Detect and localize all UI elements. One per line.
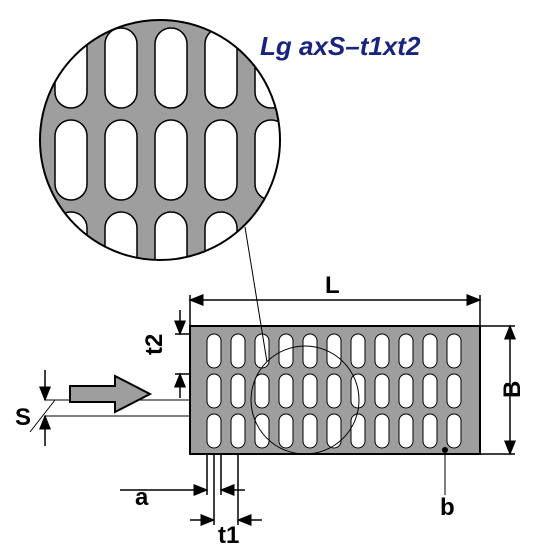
dimension-l: L [190,272,480,326]
svg-text:B: B [499,381,526,398]
dimension-b: B [480,326,526,454]
dimension-s: S [15,370,55,446]
svg-text:t1: t1 [218,522,239,549]
perforated-sheet [190,326,480,454]
formula-title: Lg axS–t1xt2 [260,31,421,61]
magnifier [40,20,287,292]
svg-text:b: b [440,494,455,521]
dimension-b-lower: b [440,447,455,521]
dimension-t2: t2 [141,310,190,398]
direction-arrow [70,376,150,412]
dimension-a: a [120,454,245,511]
svg-text:a: a [135,484,149,511]
svg-text:S: S [15,404,31,431]
svg-text:t2: t2 [141,334,168,355]
dimension-t1: t1 [190,454,262,549]
svg-text:L: L [325,272,340,299]
